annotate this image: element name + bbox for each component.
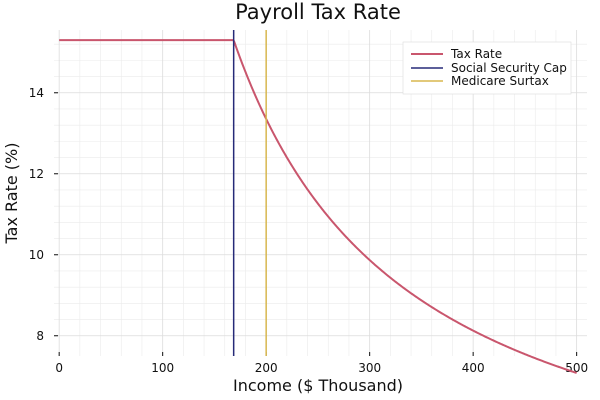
chart-title: Payroll Tax Rate [235, 0, 401, 24]
x-tick-label: 100 [151, 361, 174, 375]
series-line-tax-rate [59, 39, 577, 374]
y-axis-label: Tax Rate (%) [2, 143, 21, 245]
y-tick-label: 10 [29, 248, 44, 262]
legend-label-social-security-cap: Social Security Cap [451, 61, 567, 75]
x-axis-label: Income ($ Thousand) [233, 376, 403, 395]
x-tick-label: 300 [358, 361, 381, 375]
x-tick-label: 200 [255, 361, 278, 375]
x-tick-label: 400 [462, 361, 485, 375]
legend-label-tax-rate: Tax Rate [450, 47, 502, 61]
x-tick-label: 0 [55, 361, 63, 375]
y-tick-label: 8 [36, 329, 44, 343]
y-tick-label: 14 [29, 86, 44, 100]
legend: Tax Rate Social Security Cap Medicare Su… [402, 41, 572, 95]
y-tick-label: 12 [29, 167, 44, 181]
plot-area [59, 30, 577, 374]
legend-label-medicare-surtax: Medicare Surtax [451, 74, 549, 88]
